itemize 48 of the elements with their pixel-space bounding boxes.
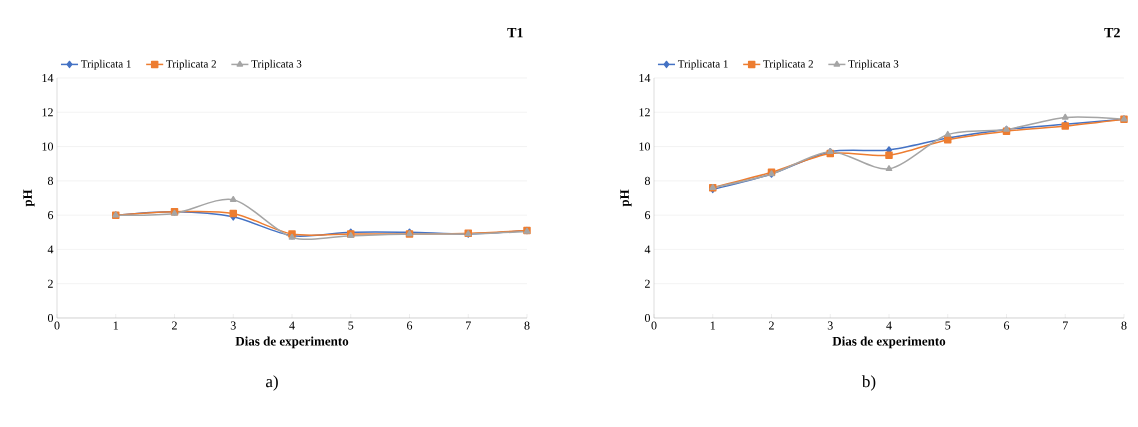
- x-tick-label: 6: [407, 321, 413, 330]
- x-tick-label: 0: [54, 321, 60, 330]
- x-tick-label: 5: [945, 321, 951, 330]
- x-tick-label: 7: [466, 321, 471, 330]
- y-tick-label: 8: [644, 176, 651, 185]
- x-tick-label: 6: [1004, 321, 1010, 330]
- x-tick-label: 1: [113, 321, 119, 330]
- x-tick-label: 0: [651, 321, 657, 330]
- x-tick-label: 7: [1063, 321, 1068, 330]
- y-tick-label: 4: [47, 245, 54, 254]
- x-axis-title: Dias de experimento: [832, 336, 946, 349]
- y-tick-label: 2: [645, 279, 650, 288]
- x-tick-label: 4: [289, 321, 295, 330]
- y-tick-label: 10: [42, 142, 54, 151]
- x-axis-title: Dias de experimento: [235, 336, 349, 349]
- x-tick-label: 5: [348, 321, 354, 330]
- y-tick-label: 0: [47, 313, 54, 323]
- y-tick-label: 14: [639, 74, 651, 82]
- x-tick-label: 2: [172, 321, 177, 330]
- y-tick-label: 0: [644, 313, 651, 323]
- legend-label: Triplicata 1: [80, 59, 131, 70]
- x-tick-label: 8: [1121, 321, 1127, 330]
- x-tick-label: 2: [769, 321, 774, 330]
- chart-title: T1: [507, 28, 523, 38]
- text: b): [861, 375, 876, 391]
- y-tick-label: 12: [639, 108, 650, 117]
- legend-label: Triplicata 1: [677, 59, 728, 70]
- x-tick-label: 1: [710, 321, 716, 330]
- y-axis-title: pH: [23, 189, 35, 207]
- x-tick-label: 3: [827, 321, 833, 330]
- y-tick-label: 6: [644, 211, 651, 220]
- legend-label: Triplicata 2: [166, 59, 216, 70]
- y-tick-label: 14: [42, 74, 54, 82]
- legend-label: Triplicata 3: [848, 59, 899, 70]
- legend-label: Triplicata 2: [763, 59, 813, 70]
- chart-title: T2: [1104, 27, 1120, 38]
- y-tick-label: 8: [47, 176, 54, 185]
- text: a): [266, 375, 278, 391]
- x-tick-label: 8: [524, 321, 530, 330]
- y-tick-label: 6: [48, 211, 54, 220]
- y-tick-label: 10: [639, 142, 651, 151]
- x-tick-label: 4: [886, 321, 892, 330]
- x-tick-label: 3: [230, 321, 236, 330]
- y-tick-label: 12: [42, 108, 53, 117]
- y-tick-label: 4: [644, 245, 651, 254]
- y-axis-title: pH: [620, 189, 632, 207]
- legend-label: Triplicata 3: [251, 59, 302, 70]
- y-tick-label: 2: [48, 279, 53, 288]
